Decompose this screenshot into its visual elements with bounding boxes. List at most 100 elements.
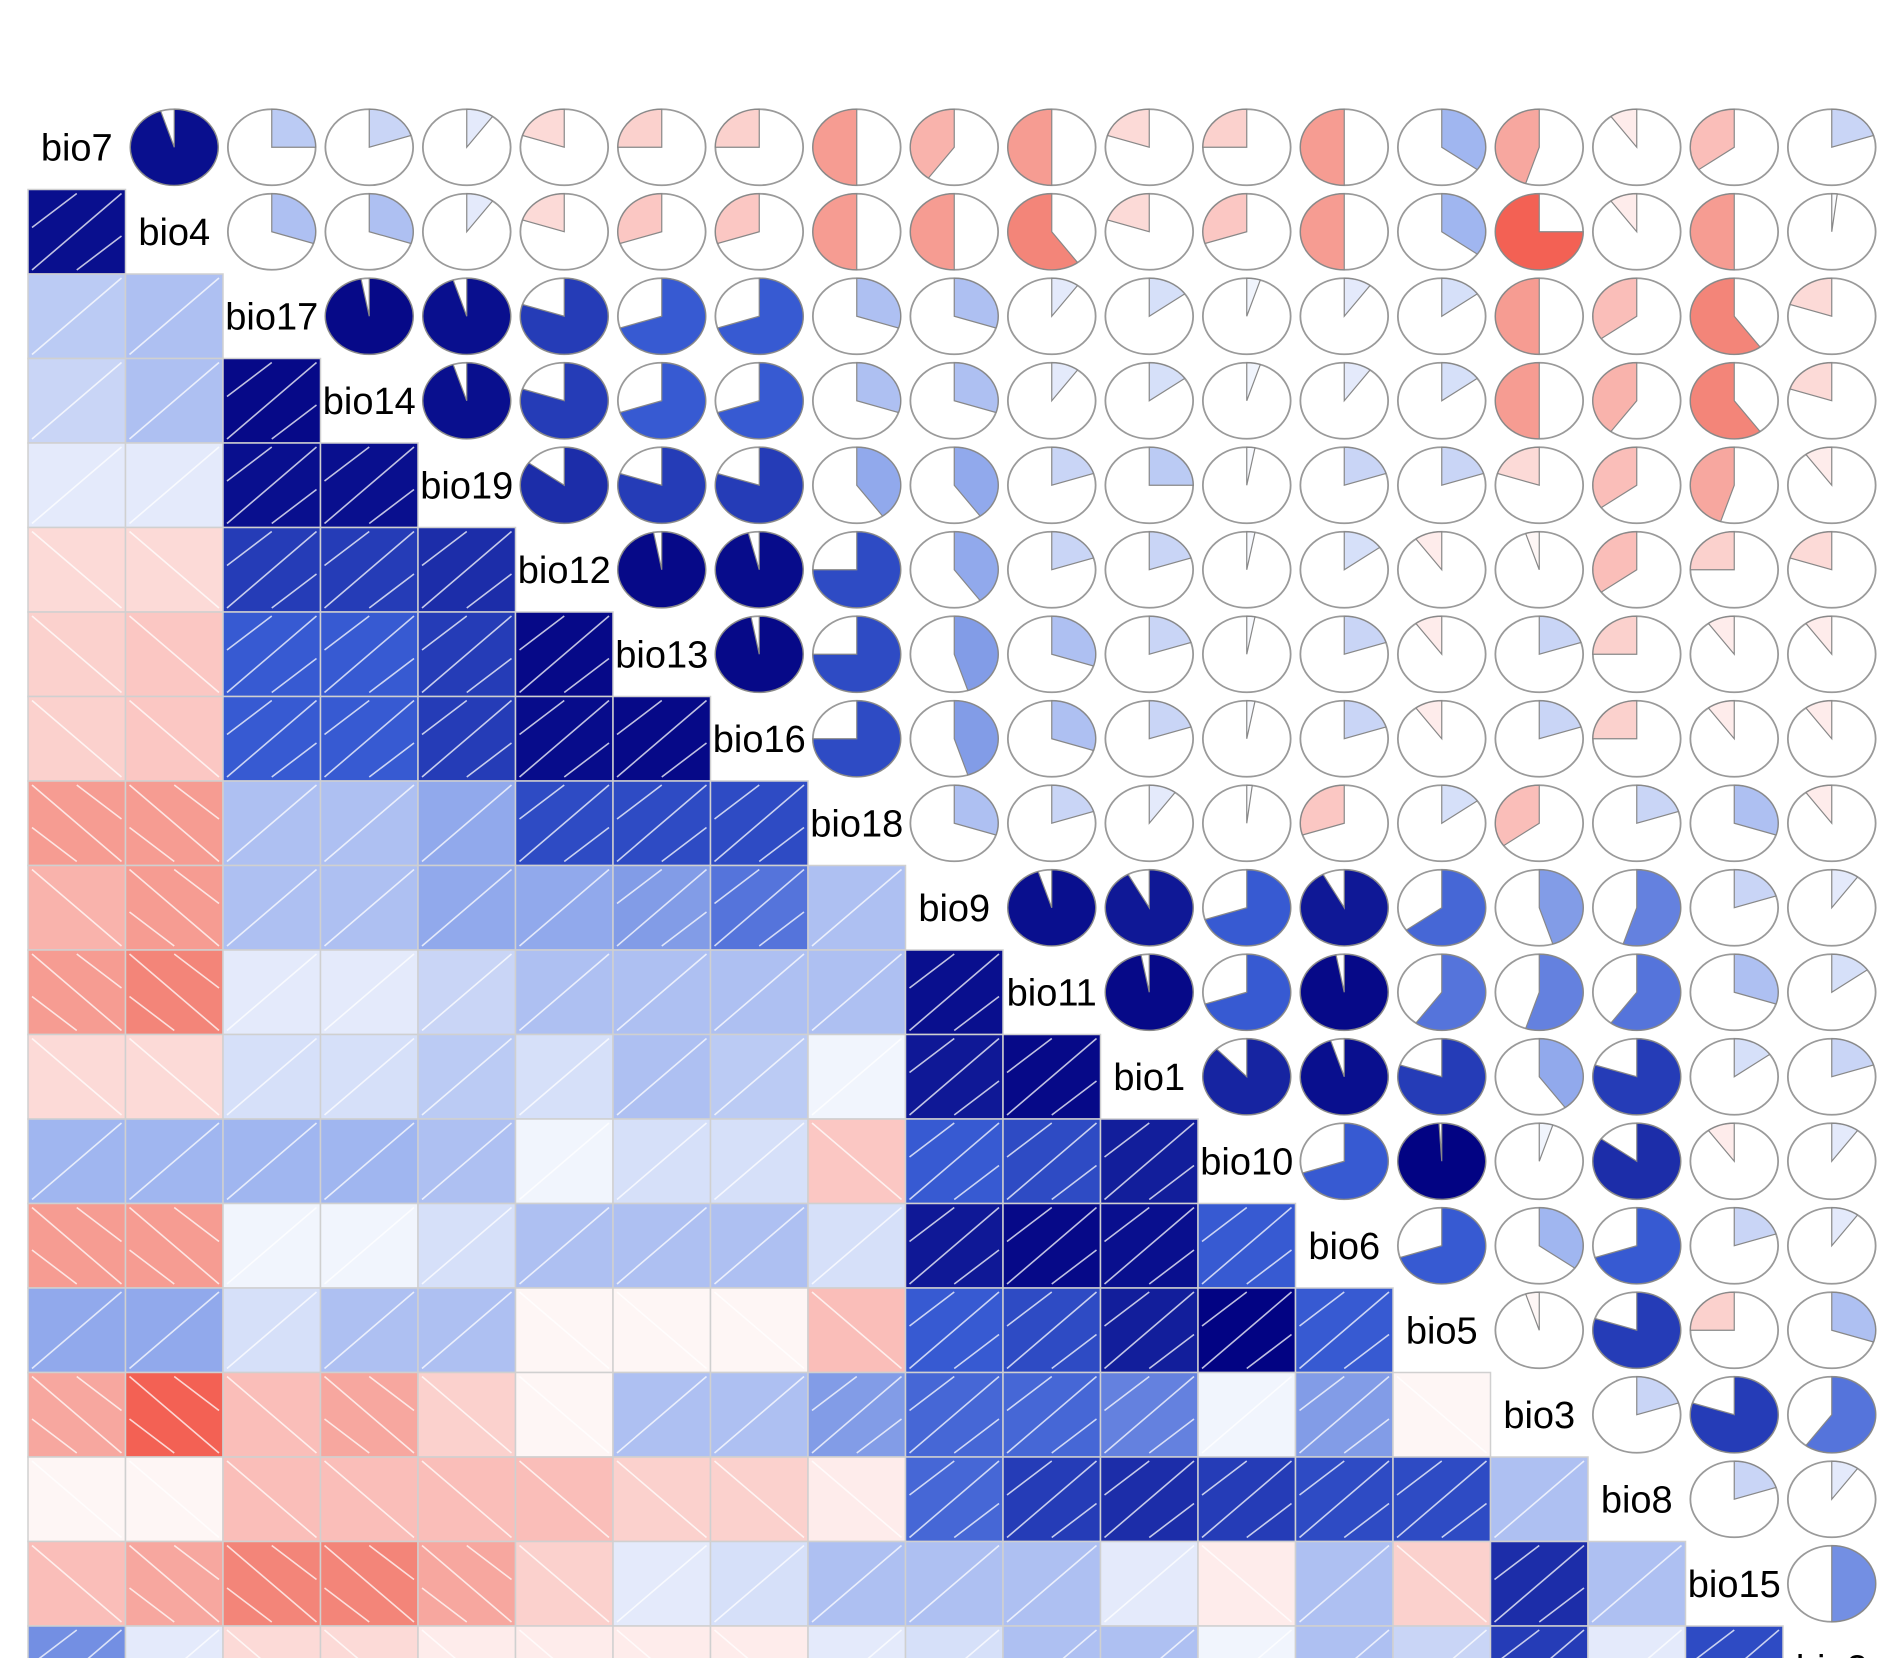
- shade-cell-bio15-bio17: [222, 1540, 322, 1627]
- shade-cell-bio10-bio1: [1099, 1118, 1199, 1205]
- shade-cell-bio18-bio14: [319, 780, 419, 867]
- pie-cell-bio7-bio4: [129, 108, 220, 187]
- pie-cell-bio12-bio10: [1201, 530, 1292, 609]
- pie-cell-bio13-bio8: [1591, 615, 1682, 694]
- pie-cell-bio4-bio3: [1494, 192, 1585, 271]
- variable-label-bio13: bio13: [615, 634, 708, 676]
- pie-cell-bio8-bio2: [1786, 1460, 1877, 1539]
- shade-cell-bio12-bio19: [417, 526, 517, 613]
- shade-cell-bio9-bio7: [27, 864, 127, 951]
- shade-cell-bio2-bio6: [1294, 1625, 1394, 1658]
- pie-cell-bio12-bio11: [1006, 530, 1097, 609]
- variable-label-bio18: bio18: [810, 803, 903, 845]
- pie-cell-bio14-bio11: [1006, 361, 1097, 440]
- shade-cell-bio8-bio3: [1489, 1456, 1589, 1543]
- shade-cell-bio5-bio6: [1294, 1287, 1394, 1374]
- pie-cell-bio7-bio5: [1396, 108, 1487, 187]
- pie-cell-bio10-bio5: [1396, 1122, 1487, 1201]
- shade-cell-bio10-bio11: [1002, 1118, 1102, 1205]
- pie-cell-bio14-bio16: [714, 361, 805, 440]
- pie-cell-bio11-bio2: [1786, 953, 1877, 1032]
- pie-cell-bio19-bio15: [1689, 446, 1780, 525]
- shade-cell-bio11-bio9: [904, 949, 1004, 1036]
- shade-cell-bio6-bio4: [124, 1202, 224, 1289]
- pie-cell-bio16-bio3: [1494, 699, 1585, 778]
- pie-cell-bio17-bio15: [1689, 277, 1780, 356]
- pie-cell-bio4-bio8: [1591, 192, 1682, 271]
- pie-cell-bio13-bio11: [1006, 615, 1097, 694]
- pie-cell-bio11-bio5: [1396, 953, 1487, 1032]
- pie-cell-bio12-bio3: [1494, 530, 1585, 609]
- pie-cell-bio7-bio19: [421, 108, 512, 187]
- upper-pie-panel: [129, 108, 1877, 1623]
- shade-cell-bio6-bio1: [1099, 1202, 1199, 1289]
- pie-cell-bio1-bio5: [1396, 1037, 1487, 1116]
- shade-cell-bio5-bio19: [417, 1287, 517, 1374]
- pie-cell-bio15-bio2: [1786, 1544, 1877, 1623]
- pie-cell-bio19-bio8: [1591, 446, 1682, 525]
- shade-cell-bio3-bio1: [1099, 1371, 1199, 1458]
- pie-cell-bio4-bio16: [714, 192, 805, 271]
- shade-cell-bio15-bio16: [709, 1540, 809, 1627]
- shade-cell-bio6-bio14: [319, 1202, 419, 1289]
- variable-label-bio17: bio17: [225, 296, 318, 338]
- shade-cell-bio5-bio7: [27, 1287, 127, 1374]
- shade-cell-bio8-bio16: [709, 1456, 809, 1543]
- pie-cell-bio3-bio2: [1786, 1375, 1877, 1454]
- pie-cell-bio18-bio15: [1689, 784, 1780, 863]
- variable-label-bio12: bio12: [518, 550, 611, 592]
- pie-cell-bio17-bio13: [616, 277, 707, 356]
- pie-cell-bio16-bio9: [909, 699, 1000, 778]
- shade-cell-bio6-bio17: [222, 1202, 322, 1289]
- shade-cell-bio1-bio16: [709, 1033, 809, 1120]
- shade-cell-bio3-bio4: [124, 1371, 224, 1458]
- pie-cell-bio19-bio3: [1494, 446, 1585, 525]
- shade-cell-bio5-bio17: [222, 1287, 322, 1374]
- pie-cell-bio4-bio2: [1786, 192, 1877, 271]
- shade-cell-bio12-bio17: [222, 526, 322, 613]
- pie-cell-bio17-bio6: [1299, 277, 1390, 356]
- pie-cell-bio7-bio18: [811, 108, 902, 187]
- pie-cell-bio13-bio3: [1494, 615, 1585, 694]
- shade-cell-bio8-bio6: [1294, 1456, 1394, 1543]
- shade-cell-bio11-bio13: [612, 949, 712, 1036]
- shade-cell-bio16-bio12: [514, 695, 614, 782]
- pie-cell-bio12-bio16: [714, 530, 805, 609]
- pie-cell-bio12-bio13: [616, 530, 707, 609]
- variable-label-bio5: bio5: [1406, 1310, 1478, 1352]
- shade-cell-bio13-bio12: [514, 611, 614, 698]
- pie-cell-bio19-bio18: [811, 446, 902, 525]
- pie-cell-bio10-bio8: [1591, 1122, 1682, 1201]
- shade-cell-bio10-bio12: [514, 1118, 614, 1205]
- pie-cell-bio17-bio9: [909, 277, 1000, 356]
- shade-cell-bio3-bio10: [1197, 1371, 1297, 1458]
- shade-cell-bio10-bio19: [417, 1118, 517, 1205]
- shade-cell-bio1-bio13: [612, 1033, 712, 1120]
- pie-cell-bio11-bio10: [1201, 953, 1292, 1032]
- shade-cell-bio16-bio14: [319, 695, 419, 782]
- pie-cell-bio14-bio3: [1494, 361, 1585, 440]
- shade-cell-bio5-bio9: [904, 1287, 1004, 1374]
- shade-cell-bio5-bio4: [124, 1287, 224, 1374]
- pie-cell-bio16-bio6: [1299, 699, 1390, 778]
- pie-cell-bio7-bio17: [226, 108, 317, 187]
- pie-cell-bio7-bio16: [714, 108, 805, 187]
- pie-cell-bio11-bio15: [1689, 953, 1780, 1032]
- shade-cell-bio5-bio12: [514, 1287, 614, 1374]
- pie-cell-bio18-bio5: [1396, 784, 1487, 863]
- pie-cell-bio4-bio14: [324, 192, 415, 271]
- pie-cell-bio18-bio3: [1494, 784, 1585, 863]
- shade-cell-bio16-bio17: [222, 695, 322, 782]
- pie-cell-bio19-bio13: [616, 446, 707, 525]
- shade-cell-bio18-bio4: [124, 780, 224, 867]
- shade-cell-bio19-bio4: [124, 442, 224, 529]
- variable-label-bio9: bio9: [918, 888, 990, 930]
- shade-cell-bio3-bio5: [1392, 1371, 1492, 1458]
- shade-cell-bio8-bio12: [514, 1456, 614, 1543]
- pie-cell-bio7-bio2: [1786, 108, 1877, 187]
- shade-cell-bio6-bio18: [807, 1202, 907, 1289]
- pie-cell-bio9-bio1: [1104, 868, 1195, 947]
- pie-cell-bio16-bio2: [1786, 699, 1877, 778]
- pie-cell-bio13-bio10: [1201, 615, 1292, 694]
- pie-cell-bio13-bio1: [1104, 615, 1195, 694]
